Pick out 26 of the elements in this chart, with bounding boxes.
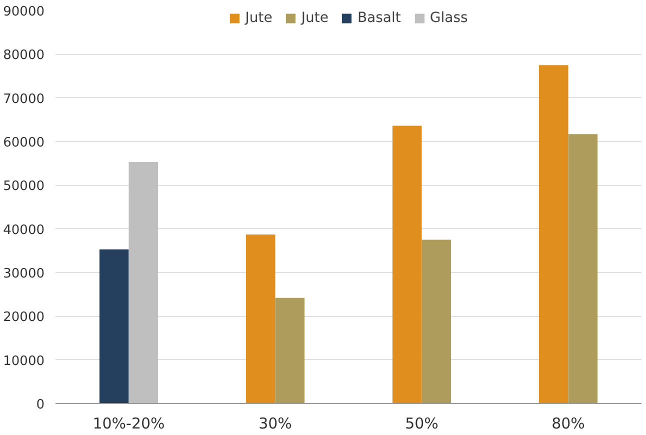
y-tick-label: 40000 [3,222,45,238]
y-tick-label: 60000 [3,136,45,150]
x-tick-label: 30% [258,414,292,432]
legend-label: Glass [430,10,468,26]
y-tick-label: 80000 [3,48,45,64]
bar [246,234,276,404]
legend-label: Jute [301,10,328,26]
bar [422,240,452,404]
bar [568,134,598,404]
y-tick-label: 0 [36,398,45,412]
y-tick-label: 50000 [3,179,45,194]
x-tick-label: 80% [552,414,585,432]
y-tick-label: 30000 [3,266,45,282]
y-tick-label: 20000 [3,310,45,326]
y-tick-label: 70000 [3,92,45,107]
y-tick-label: 10000 [3,354,45,369]
x-tick-label: 50% [405,414,438,432]
x-tick-label: 10%-20% [92,414,165,432]
bar [275,298,305,404]
bar [392,126,422,404]
y-tick-label: 90000 [3,4,45,20]
legend-label: Basalt [357,10,401,26]
bar [99,249,129,404]
bar [128,162,158,404]
bar [538,65,568,404]
legend-label: Jute [245,10,272,26]
